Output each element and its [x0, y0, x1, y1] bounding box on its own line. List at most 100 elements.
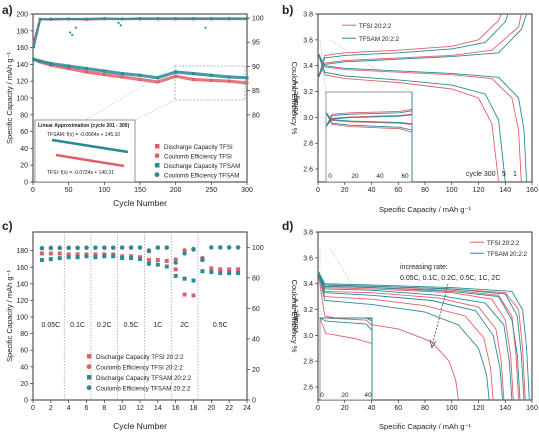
inset-x-tick-label: 0 — [328, 173, 332, 180]
discharge-curve — [317, 270, 505, 401]
discharge-curve — [325, 112, 413, 182]
x-tick-label: 20 — [341, 187, 349, 194]
capacity-point — [67, 64, 71, 68]
panel-d-rate-note-line1: increasing rate: — [400, 264, 448, 271]
y-tick-label: 3.2 — [303, 307, 313, 314]
efficiency-point — [200, 257, 205, 262]
capacity-point — [66, 255, 71, 260]
legend-marker-square — [87, 354, 92, 359]
y-tick-label: 2.6 — [303, 167, 313, 174]
x-tick-label: 20 — [207, 405, 215, 412]
capacity-point — [245, 76, 249, 80]
legend-label: Coulomb Efficiency TFSAM — [164, 173, 239, 180]
efficiency-point — [75, 245, 80, 251]
panel-a-inset-frame — [34, 119, 136, 183]
capacity-point — [138, 257, 142, 262]
efficiency-point — [84, 245, 89, 250]
x-tick-label: 0 — [316, 187, 320, 194]
y-tick-label: 3.6 — [303, 255, 313, 262]
discharge-curve — [319, 317, 373, 400]
y-tick-label: 3.8 — [303, 12, 313, 19]
capacity-point — [57, 251, 62, 256]
panel-d-curves — [317, 270, 530, 401]
legend-label: TFSAM 20:2:2 — [487, 251, 527, 258]
x-tick-label: 150 — [134, 187, 146, 194]
rate-label: 0.5C — [213, 322, 228, 329]
panel-d-legend: TFSI 20:2:2 TFSAM 20:2:2 — [470, 240, 527, 258]
capacity-point — [129, 256, 134, 261]
capacity-point — [111, 254, 116, 259]
y-tick-label: 85 — [252, 88, 260, 95]
discharge-curve — [317, 270, 521, 401]
y-tick-label: 200 — [16, 12, 28, 19]
panel-d-x-ticks: 0 20 40 60 80 100 120 140 160 — [316, 400, 538, 412]
capacity-point — [39, 258, 44, 262]
x-tick-label: 60 — [394, 187, 402, 194]
rate-label: 0.1C — [70, 322, 85, 329]
y-tick-label: 100 — [252, 245, 264, 252]
efficiency-point — [226, 245, 232, 250]
capacity-point — [245, 81, 249, 85]
capacity-point — [155, 262, 160, 267]
y-tick-label: 140 — [16, 281, 28, 288]
panel-b-y-label: Voltage / V — [291, 80, 300, 116]
x-tick-label: 80 — [421, 405, 429, 412]
panel-d-letter: d) — [282, 219, 293, 233]
efficiency-point — [68, 31, 72, 34]
discharge-curve — [317, 52, 500, 183]
discharge-curve — [317, 270, 494, 401]
y-tick-label: 95 — [252, 40, 260, 47]
charge-curve — [317, 13, 522, 79]
y-tick-label: 40 — [20, 146, 28, 153]
y-tick-label: 160 — [16, 265, 28, 272]
capacity-point — [102, 72, 106, 76]
capacity-point — [146, 261, 151, 266]
charge-curve — [317, 13, 502, 79]
legend-marker-circle — [86, 385, 92, 391]
legend-label: TFSAM 20:2:2 — [359, 36, 399, 43]
discharge-curve — [317, 270, 459, 401]
capacity-point — [39, 251, 44, 256]
efficiency-point — [235, 245, 241, 250]
efficiency-point — [32, 45, 36, 49]
legend-marker-circle — [154, 153, 160, 159]
panel-c-legend: Discharge Capacity TFSI 20:2:2 Coulomb Ef… — [86, 354, 192, 393]
panel-a-letter: a) — [2, 3, 13, 17]
x-tick-label: 24 — [243, 405, 251, 412]
x-tick-label: 100 — [446, 187, 458, 194]
capacity-point — [102, 69, 106, 73]
panel-b-inset: 0 20 40 60 — [325, 91, 413, 183]
x-tick-label: 20 — [341, 405, 349, 412]
capacity-point — [192, 72, 195, 76]
x-tick-label: 80 — [421, 187, 429, 194]
panel-d-y-ticks: 2.6 2.8 3.0 3.2 3.4 3.6 3.8 — [303, 230, 318, 392]
efficiency-point — [191, 247, 196, 252]
panel-d-inset: 0 20 40 — [319, 317, 373, 401]
panel-c-y2-ticks: 0 20 40 60 80 100 — [247, 245, 264, 405]
efficiency-point — [245, 16, 249, 20]
capacity-point — [209, 78, 213, 82]
capacity-point — [209, 266, 214, 271]
inset-x-tick-label: 20 — [351, 173, 359, 180]
panel-c-rate-dividers — [63, 232, 199, 400]
capacity-point — [174, 70, 178, 74]
panel-a-zoom-box — [174, 65, 246, 101]
legend-marker-circle — [154, 172, 160, 178]
panel-c: c) 0 2 4 6 8 10 12 14 16 18 20 22 24 020406080100120… — [2, 219, 299, 431]
efficiency-point — [66, 245, 71, 251]
y-tick-label: 100 — [252, 16, 264, 23]
inset-x-tick-label: 40 — [364, 392, 372, 399]
discharge-curve — [317, 52, 506, 183]
capacity-point — [227, 79, 231, 83]
charge-curve — [317, 13, 509, 79]
panel-b-inset-frame — [325, 91, 413, 183]
y-tick-label: 120 — [16, 298, 28, 305]
capacity-point — [236, 271, 241, 276]
discharge-curve — [317, 270, 504, 401]
capacity-point — [138, 73, 142, 77]
y-tick-label: 3.8 — [303, 230, 313, 237]
panel-b-inset-ticks: 0 20 40 60 — [328, 173, 409, 180]
panel-d-rate-note-bg — [398, 259, 524, 285]
panel-b-x-ticks: 0 20 40 60 80 100 120 140 160 — [316, 182, 538, 194]
